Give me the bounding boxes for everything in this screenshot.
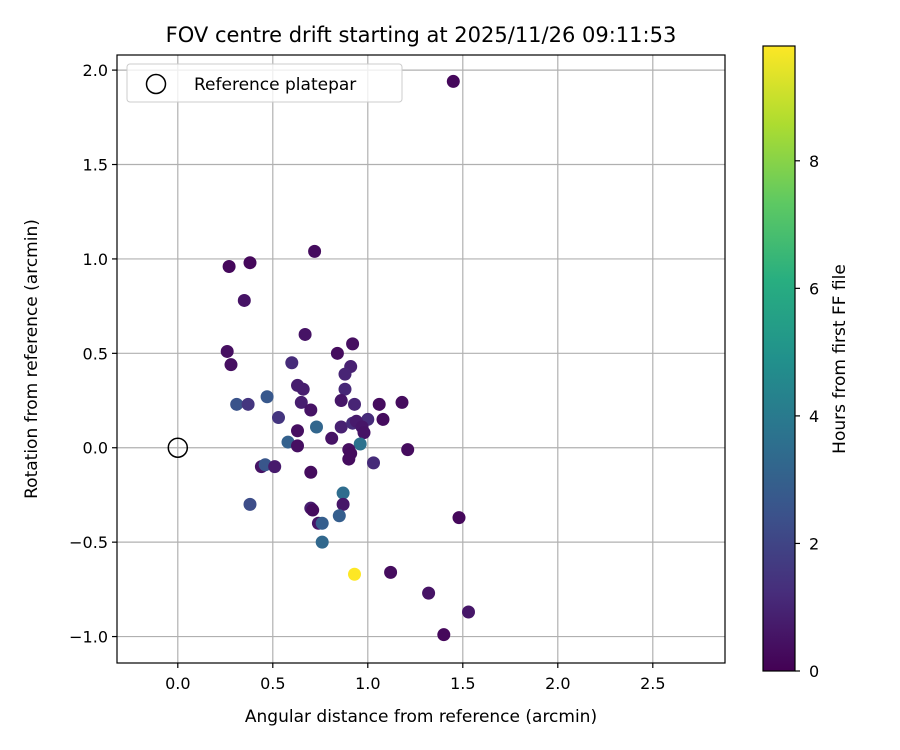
data-point [357,426,371,440]
data-point [452,511,466,525]
data-point [224,358,238,372]
data-point [367,456,380,470]
data-point [260,390,274,404]
data-point [446,74,460,88]
x-tick-label: 2.0 [545,674,570,693]
y-tick-label: −1.0 [69,628,108,647]
data-point [346,337,360,351]
reference-point-marker [167,437,189,458]
data-point [306,503,320,517]
colorbar-ticks: 0 2 4 6 8 [795,152,819,681]
data-point [334,420,348,434]
data-point [348,397,361,411]
data-point [310,420,323,434]
colorbar-tick-label: 0 [809,662,819,681]
data-point [268,460,282,474]
data-point [230,397,244,411]
legend: Reference platepar [126,63,403,103]
data-point [422,586,436,600]
data-point [372,397,386,411]
grid [117,55,725,663]
data-point [325,431,339,445]
data-point [294,395,308,409]
data-point [437,628,451,642]
y-tick-label: −0.5 [69,533,108,552]
y-axis-label: Rotation from reference (arcmin) [22,219,42,499]
data-point [338,367,352,381]
data-point [291,439,304,453]
colorbar-gradient [763,46,795,671]
data-point [334,394,348,408]
data-point [376,412,390,426]
colorbar-label: Hours from first FF file [830,264,850,454]
x-tick-label: 1.0 [355,674,380,693]
data-point [296,382,310,396]
colorbar-tick-label: 2 [809,534,819,553]
x-tick-label: 1.5 [450,674,475,693]
colorbar: 0 2 4 6 8 Hours from first FF file [762,45,850,681]
colorbar-frame [762,45,796,672]
y-tick-label: 1.5 [83,156,108,175]
y-tick-label: 2.0 [83,61,108,80]
data-point [241,397,255,411]
y-tick-label: 1.0 [83,250,108,269]
x-axis-ticks: 0.0 0.5 1.0 1.5 2.0 2.5 [165,663,666,693]
x-axis-label: Angular distance from reference (arcmin) [245,707,597,727]
data-point [220,344,234,358]
x-tick-label: 0.5 [260,674,285,693]
y-axis-ticks: −1.0 −0.5 0.0 0.5 1.0 1.5 2.0 [69,61,117,647]
plot-frame [116,54,726,664]
data-points [220,74,475,642]
data-point [462,605,475,619]
chart-title: FOV centre drift starting at 2025/11/26 … [166,23,677,47]
data-point [332,509,346,523]
data-point [298,327,312,341]
data-point [330,346,344,360]
data-point [342,452,356,466]
data-point [384,565,398,579]
x-tick-label: 2.5 [640,674,665,693]
data-point [336,486,350,500]
data-point [308,244,322,258]
data-point [237,293,251,307]
data-point [348,567,361,581]
colorbar-tick-label: 6 [809,279,819,298]
data-point [285,356,299,370]
data-point [336,497,350,511]
data-point [315,535,329,549]
data-point [338,382,352,396]
data-point [272,411,285,425]
colorbar-tick-label: 8 [809,152,819,171]
data-point [401,443,415,457]
data-point [395,395,409,409]
legend-box [126,63,403,103]
data-point [291,424,304,438]
y-tick-label: 0.0 [83,439,108,458]
data-point [353,437,367,451]
data-point [315,516,329,530]
legend-marker-open-circle [145,73,167,95]
data-point [304,465,318,479]
data-point [304,403,318,417]
data-point [222,259,236,273]
colorbar-tick-label: 4 [809,407,819,426]
legend-entry-label: Reference platepar [194,75,356,95]
x-tick-label: 0.0 [165,674,190,693]
y-tick-label: 0.5 [83,344,108,363]
data-point [243,256,257,270]
data-point [243,497,257,511]
